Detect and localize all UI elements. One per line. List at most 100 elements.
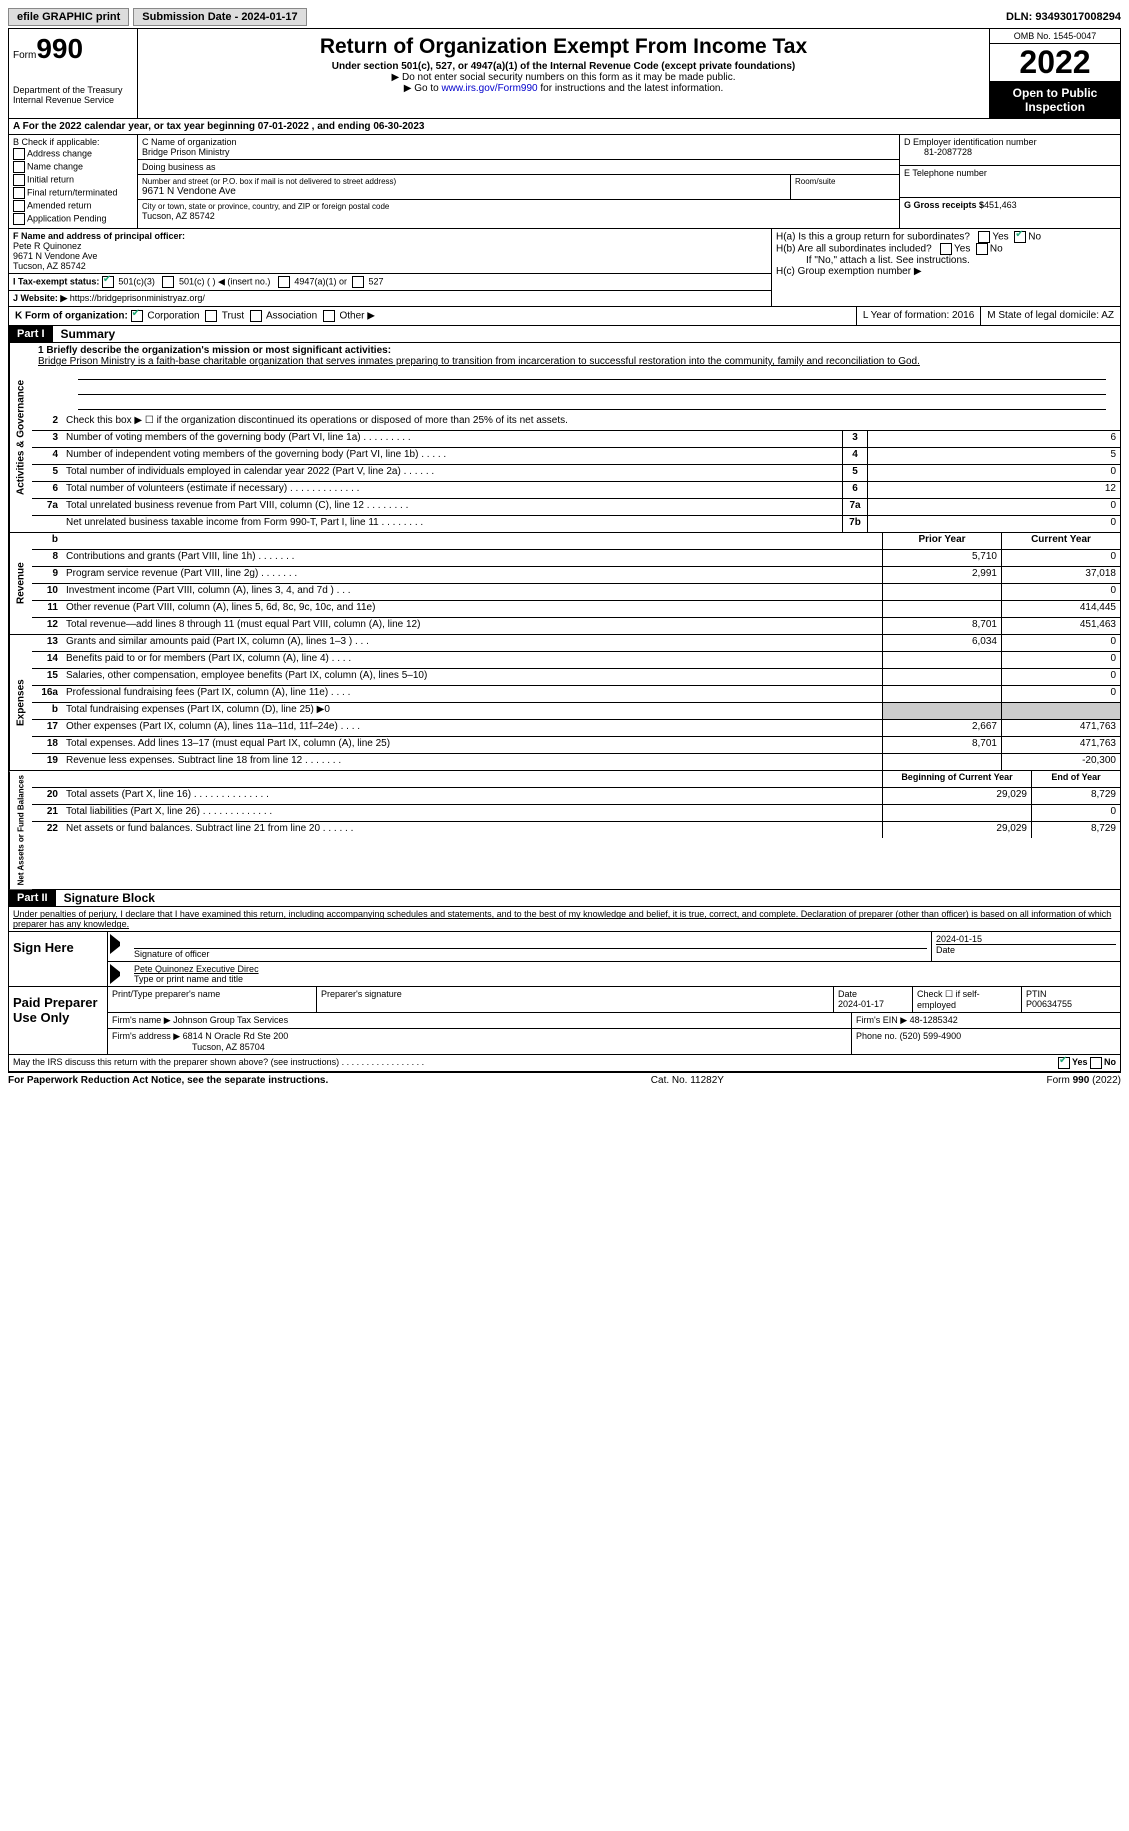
exp-line-16a: 16aProfessional fundraising fees (Part I…: [32, 686, 1120, 703]
net-line-22: 22Net assets or fund balances. Subtract …: [32, 822, 1120, 838]
sign-here-section: Sign Here Signature of officer 2024-01-1…: [8, 932, 1121, 987]
col-h: H(a) Is this a group return for subordin…: [771, 229, 1120, 306]
efile-button[interactable]: efile GRAPHIC print: [8, 8, 129, 26]
footer: For Paperwork Reduction Act Notice, see …: [8, 1072, 1121, 1088]
officer-cell: F Name and address of principal officer:…: [9, 229, 771, 274]
activities-governance: Activities & Governance 1 Briefly descri…: [8, 343, 1121, 533]
paid-preparer-label: Paid Preparer Use Only: [9, 987, 108, 1054]
rev-header: b Prior Year Current Year: [32, 533, 1120, 550]
cb-4947[interactable]: [278, 276, 290, 288]
group-exemption: H(c) Group exemption number ▶: [776, 266, 1116, 277]
exp-line-15: 15Salaries, other compensation, employee…: [32, 669, 1120, 686]
phone-cell: E Telephone number: [900, 166, 1120, 197]
exp-line-b: bTotal fundraising expenses (Part IX, co…: [32, 703, 1120, 720]
officer-name: Pete R Quinonez: [13, 241, 767, 251]
city-cell: City or town, state or province, country…: [138, 199, 899, 223]
rev-line-9: 9Program service revenue (Part VIII, lin…: [32, 567, 1120, 584]
col-b-checkboxes: B Check if applicable: Address change Na…: [9, 135, 138, 228]
ssn-warning: ▶ Do not enter social security numbers o…: [142, 72, 985, 83]
exp-line-18: 18Total expenses. Add lines 13–17 (must …: [32, 737, 1120, 754]
cb-ha-no[interactable]: [1014, 231, 1026, 243]
firm-name: Johnson Group Tax Services: [173, 1015, 288, 1025]
officer-printed-name: Pete Quinonez Executive Direc: [134, 964, 1116, 974]
discuss-row: May the IRS discuss this return with the…: [8, 1055, 1121, 1072]
cb-corp[interactable]: [131, 310, 143, 322]
row-k: K Form of organization: Corporation Trus…: [8, 307, 1121, 326]
omb-number: OMB No. 1545-0047: [990, 29, 1120, 44]
sig-officer-label: Signature of officer: [134, 949, 927, 959]
ein-value: 81-2087728: [904, 147, 1116, 157]
net-header: Beginning of Current Year End of Year: [32, 771, 1120, 788]
cb-ha-yes[interactable]: [978, 231, 990, 243]
form-number: Form990: [13, 33, 133, 65]
netassets-section: Net Assets or Fund Balances Beginning of…: [8, 771, 1121, 890]
form-ref: Form 990 (2022): [1047, 1075, 1121, 1086]
arrow-icon: [110, 934, 128, 954]
exp-line-17: 17Other expenses (Part IX, column (A), l…: [32, 720, 1120, 737]
dba-cell: Doing business as: [138, 160, 899, 175]
section-bcdeg: B Check if applicable: Address change Na…: [8, 135, 1121, 229]
arrow-icon: [110, 964, 128, 984]
part2-header: Part II Signature Block: [8, 890, 1121, 907]
mission-text: Bridge Prison Ministry is a faith-base c…: [38, 356, 1114, 367]
cb-final-return[interactable]: Final return/terminated: [13, 187, 133, 199]
rev-line-11: 11Other revenue (Part VIII, column (A), …: [32, 601, 1120, 618]
preparer-sig-label: Preparer's signature: [317, 987, 834, 1012]
exp-line-19: 19Revenue less expenses. Subtract line 1…: [32, 754, 1120, 770]
cb-name-change[interactable]: Name change: [13, 161, 133, 173]
irs-link[interactable]: www.irs.gov/Form990: [441, 83, 537, 94]
room-suite: Room/suite: [791, 175, 899, 199]
mission-block: 1 Briefly describe the organization's mi…: [32, 343, 1120, 414]
preparer-name-label: Print/Type preparer's name: [108, 987, 317, 1012]
org-name-cell: C Name of organization Bridge Prison Min…: [138, 135, 899, 160]
part1-header: Part I Summary: [8, 326, 1121, 343]
dept-treasury: Department of the Treasury Internal Reve…: [13, 85, 133, 105]
preparer-date: 2024-01-17: [838, 999, 884, 1009]
cat-no: Cat. No. 11282Y: [651, 1075, 724, 1086]
ptin-value: P00634755: [1026, 999, 1072, 1009]
sig-date: 2024-01-15: [936, 934, 1116, 945]
firm-phone: (520) 599-4900: [900, 1031, 962, 1041]
cb-amended-return[interactable]: Amended return: [13, 200, 133, 212]
form-title: Return of Organization Exempt From Incom…: [142, 35, 985, 59]
cb-hb-no[interactable]: [976, 243, 988, 255]
gross-receipts: G Gross receipts $451,463: [900, 198, 1120, 228]
vert-net: Net Assets or Fund Balances: [9, 771, 32, 889]
cb-501c[interactable]: [162, 276, 174, 288]
cb-address-change[interactable]: Address change: [13, 148, 133, 160]
b-label: B Check if applicable:: [13, 137, 133, 147]
open-inspection: Open to Public Inspection: [990, 82, 1120, 118]
cb-trust[interactable]: [205, 310, 217, 322]
rev-line-8: 8Contributions and grants (Part VIII, li…: [32, 550, 1120, 567]
cb-discuss-yes[interactable]: [1058, 1057, 1070, 1069]
cb-application-pending[interactable]: Application Pending: [13, 213, 133, 225]
tax-year: 2022: [990, 44, 1120, 82]
cb-assoc[interactable]: [250, 310, 262, 322]
cb-501c3[interactable]: [102, 276, 114, 288]
website-row: J Website: ▶ https://bridgeprisonministr…: [9, 291, 771, 306]
website-note: ▶ Go to www.irs.gov/Form990 for instruct…: [142, 83, 985, 94]
cb-527[interactable]: [352, 276, 364, 288]
form-subtitle: Under section 501(c), 527, or 4947(a)(1)…: [142, 61, 985, 72]
rev-line-10: 10Investment income (Part VIII, column (…: [32, 584, 1120, 601]
submission-date: Submission Date - 2024-01-17: [133, 8, 306, 26]
section-fhij: F Name and address of principal officer:…: [8, 229, 1121, 307]
org-name: Bridge Prison Ministry: [142, 147, 895, 157]
cb-initial-return[interactable]: Initial return: [13, 174, 133, 186]
vert-rev: Revenue: [9, 533, 32, 634]
ein-cell: D Employer identification number 81-2087…: [900, 135, 1120, 166]
year-formation: L Year of formation: 2016: [857, 307, 981, 325]
expenses-section: Expenses 13Grants and similar amounts pa…: [8, 635, 1121, 771]
cb-hb-yes[interactable]: [940, 243, 952, 255]
cb-other[interactable]: [323, 310, 335, 322]
cb-discuss-no[interactable]: [1090, 1057, 1102, 1069]
gov-line-6: 6Total number of volunteers (estimate if…: [32, 482, 1120, 499]
gov-line-4: 4Number of independent voting members of…: [32, 448, 1120, 465]
street-address: 9671 N Vendone Ave: [142, 186, 786, 197]
sign-here-label: Sign Here: [9, 932, 108, 986]
form-header: Form990 Department of the Treasury Inter…: [8, 28, 1121, 119]
exp-line-14: 14Benefits paid to or for members (Part …: [32, 652, 1120, 669]
city-state-zip: Tucson, AZ 85742: [142, 211, 895, 221]
self-employed-check[interactable]: Check ☐ if self-employed: [913, 987, 1022, 1012]
line-2: 2Check this box ▶ ☐ if the organization …: [32, 414, 1120, 431]
